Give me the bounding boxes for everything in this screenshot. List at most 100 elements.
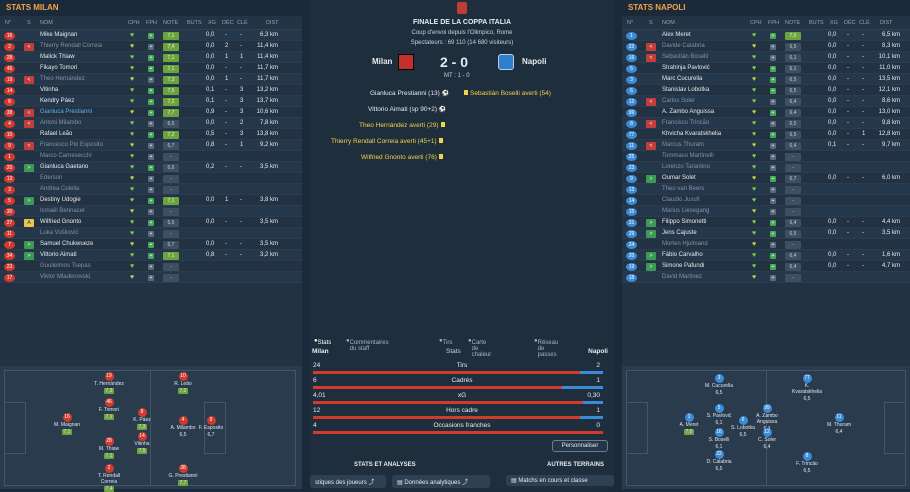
table-row[interactable]: 29 > Jens Cajuste ♥ +6,5 0,0 - - 3,5 km [622, 228, 910, 239]
col-no[interactable]: N° [5, 20, 12, 26]
col-note[interactable]: NOTE [785, 20, 801, 26]
player-name[interactable]: Jens Cajuste [662, 229, 697, 236]
table-row[interactable]: 25 Tommaso Martinelli ♥ + - [622, 151, 910, 162]
player-name[interactable]: Lorenzo Tarantino [662, 163, 710, 170]
player-name[interactable]: Vitinha [40, 86, 59, 93]
pitch-player[interactable]: 1 A. Meret 7,0 [674, 413, 704, 435]
player-name[interactable]: Marco Carnesecchi [40, 152, 92, 159]
table-row[interactable]: 6 Stanislav Lobotka ♥ +6,5 0,0 - - 12,1 km [622, 85, 910, 96]
pitch-player[interactable]: 16 M. Maignan 7,1 [52, 413, 82, 435]
col-fph[interactable]: FPH [146, 20, 157, 26]
pitch-player[interactable]: 16 S. Boselli 6,1 [704, 428, 734, 450]
col-no[interactable]: N° [627, 20, 634, 26]
player-name[interactable]: Ismaël Bennacer [40, 207, 86, 214]
pitch-player[interactable]: 22 D. Calabria 6,5 [704, 450, 734, 472]
col-s[interactable]: S [649, 20, 653, 26]
player-name[interactable]: Vittorio Aimati [40, 251, 77, 258]
player-name[interactable]: Gianluca Prestianni [40, 108, 93, 115]
table-row[interactable]: 24 Morten Hjulmand ♥ + - [622, 239, 910, 250]
pitch-player[interactable]: 12 C. Soler 6,4 [752, 428, 782, 450]
pitch-player[interactable]: 19 T. Hernández 7,3 [94, 372, 124, 394]
table-row[interactable]: 27 A Wilfried Gnonto ♥ +6,5 0,0 - - 3,5 km [0, 217, 302, 228]
col-dist[interactable]: DIST [880, 20, 893, 26]
table-row[interactable]: 13 Theo van Beers ♥ + - [622, 184, 910, 195]
table-row[interactable]: 8 < Francisco Trincão ♥ +6,5 0,0 - - 9,8 km [622, 118, 910, 129]
pitch-player[interactable]: 14 Vitinha 7,5 [127, 432, 157, 454]
pitch-player[interactable]: 9 F. Esposito 6,7 [196, 416, 226, 438]
table-row[interactable]: 11 Luka Vušković ♥ + - [0, 228, 302, 239]
table-row[interactable]: 12 < Carlos Soler ♥ +6,4 0,0 - - 8,6 km [622, 96, 910, 107]
table-row[interactable]: 22 < Davide Calabria ♥ +6,5 0,0 - - 8,3 km [622, 41, 910, 52]
col-cle[interactable]: CLÉ [859, 20, 870, 26]
player-name[interactable]: Fikayo Tomori [40, 64, 78, 71]
col-buts[interactable]: BUTS [809, 20, 824, 26]
col-buts[interactable]: BUTS [187, 20, 202, 26]
col-cle[interactable]: CLÉ [237, 20, 248, 26]
player-name[interactable]: Samuel Chukwueze [40, 240, 94, 247]
player-name[interactable]: Strahinja Pavlović [662, 64, 710, 71]
player-name[interactable]: Viktor Mladenovski [40, 273, 91, 280]
col-name[interactable]: NOM [662, 20, 675, 26]
table-row[interactable]: 20 > Gianluca Gaetano ♥ +6,6 0,2 - - 3,5 km [0, 162, 302, 173]
table-row[interactable]: 23 Goulielmos Tsepas ♥ + - [0, 261, 302, 272]
player-name[interactable]: Tommaso Martinelli [662, 152, 714, 159]
table-row[interactable]: 77 Khvicha Kvaratskhelia ♥ +6,5 0,0 - 1 12,8 km [622, 129, 910, 140]
player-name[interactable]: Francesco Pio Esposito [40, 141, 104, 148]
col-dec[interactable]: DÉC [222, 20, 234, 26]
player-name[interactable]: Simone Pafundi [662, 262, 705, 269]
player-name[interactable]: Ederson [40, 174, 63, 181]
pitch-player[interactable]: 8 F. Trincão 6,5 [792, 452, 822, 474]
tab-staff-comments[interactable]: ● Commentaires du staff [346, 338, 389, 352]
live-matches-button[interactable]: ▤ Matchs en cours et classe [506, 475, 614, 486]
player-name[interactable]: Khvicha Kvaratskhelia [662, 130, 722, 137]
table-row[interactable]: 31 > Filippo Simonetti ♥ +6,4 0,0 - - 4,4 km [622, 217, 910, 228]
table-row[interactable]: 4 < Antoni Milambo ♥ +6,5 0,0 - 2 7,8 km [0, 118, 302, 129]
table-row[interactable]: 19 < Theo Hernández ♥ +7,3 0,0 1 - 11,7 km [0, 74, 302, 85]
player-name[interactable]: Marius Liesegang [662, 207, 710, 214]
player-name[interactable]: Oumar Solet [662, 174, 696, 181]
player-name[interactable]: Luka Vušković [40, 229, 79, 236]
player-name[interactable]: A. Zambo Anguissa [662, 108, 715, 115]
player-name[interactable]: Theo van Beers [662, 185, 705, 192]
player-name[interactable]: Goulielmos Tsepas [40, 262, 91, 269]
table-row[interactable]: 11 < Marcus Thuram ♥ +6,4 0,1 - - 9,7 km [622, 140, 910, 151]
table-row[interactable]: 99 A. Zambo Anguissa ♥ +6,4 0,0 - - 13,0 km [622, 107, 910, 118]
table-row[interactable]: 16 < Sebastián Boselli ♥ +6,1 0,0 - - 10,1 km [622, 52, 910, 63]
col-fph[interactable]: FPH [768, 20, 779, 26]
table-row[interactable]: 9 > Oumar Solet ♥ +6,7 0,0 - - 6,0 km [622, 173, 910, 184]
table-row[interactable]: 9 < Francesco Pio Esposito ♥ +6,7 0,8 - 1 9,2 km [0, 140, 302, 151]
pitch-player[interactable]: 5 S. Pavlović 6,1 [704, 404, 734, 426]
table-row[interactable]: 23 Lorenzo Tarantino ♥ + - [622, 162, 910, 173]
player-name[interactable]: Sebastián Boselli [662, 53, 709, 60]
pitch-player[interactable]: 77 K. Kvaratskhelia 6,5 [792, 374, 822, 402]
table-row[interactable]: 2 < Thierry Rendall Correia ♥ +7,4 0,0 2 - 11,4 … [0, 41, 302, 52]
player-name[interactable]: Stanislav Lobotka [662, 86, 710, 93]
col-cph[interactable]: CPH [750, 20, 762, 26]
player-name[interactable]: Marcus Thuram [662, 141, 704, 148]
pitch-player[interactable]: 10 R. Leão 7,2 [168, 372, 198, 394]
col-name[interactable]: NOM [40, 20, 53, 26]
table-row[interactable]: 16 Mike Maignan ♥ +7,1 0,0 - - 6,3 km [0, 30, 302, 41]
table-row[interactable]: 20 > Fábio Carvalho ♥ +6,4 0,0 - - 1,6 km [622, 250, 910, 261]
player-name[interactable]: Kendry Páez [40, 97, 75, 104]
player-name[interactable]: Antoni Milambo [40, 119, 82, 126]
table-row[interactable]: 15 Marius Liesegang ♥ + - [622, 206, 910, 217]
table-row[interactable]: 3 Marc Cucurella ♥ +6,5 0,0 - - 13,5 km [622, 74, 910, 85]
player-name[interactable]: Thierry Rendall Correia [40, 42, 103, 49]
player-name[interactable]: Destiny Udogie [40, 196, 81, 203]
player-name[interactable]: Gianluca Gaetano [40, 163, 89, 170]
player-name[interactable]: Claudio Jusufi [662, 196, 700, 203]
player-name[interactable]: Theo Hernández [40, 75, 85, 82]
player-name[interactable]: Carlos Soler [662, 97, 696, 104]
player-name[interactable]: Morten Hjulmand [662, 240, 708, 247]
pitch-player[interactable]: 28 M. Thiaw 7,1 [94, 437, 124, 459]
player-name[interactable]: Alex Meret [662, 31, 691, 38]
player-name[interactable]: Rafael Leão [40, 130, 73, 137]
player-name[interactable]: Malick Thiaw [40, 53, 75, 60]
pitch-player[interactable]: 3 M. Cucurella 6,5 [704, 374, 734, 396]
tab-heatmap[interactable]: ● Carte de chaleur [468, 338, 492, 358]
table-row[interactable]: 46 Fikayo Tomori ♥ +7,1 0,0 - - 11,7 km [0, 63, 302, 74]
table-row[interactable]: 1 Alex Meret ♥ +7,0 0,0 - - 6,5 km [622, 30, 910, 41]
analytics-button[interactable]: ▤ Données analytiques ⤴ [392, 475, 490, 488]
pitch-player[interactable]: 8 K. Páez 7,3 [127, 408, 157, 430]
